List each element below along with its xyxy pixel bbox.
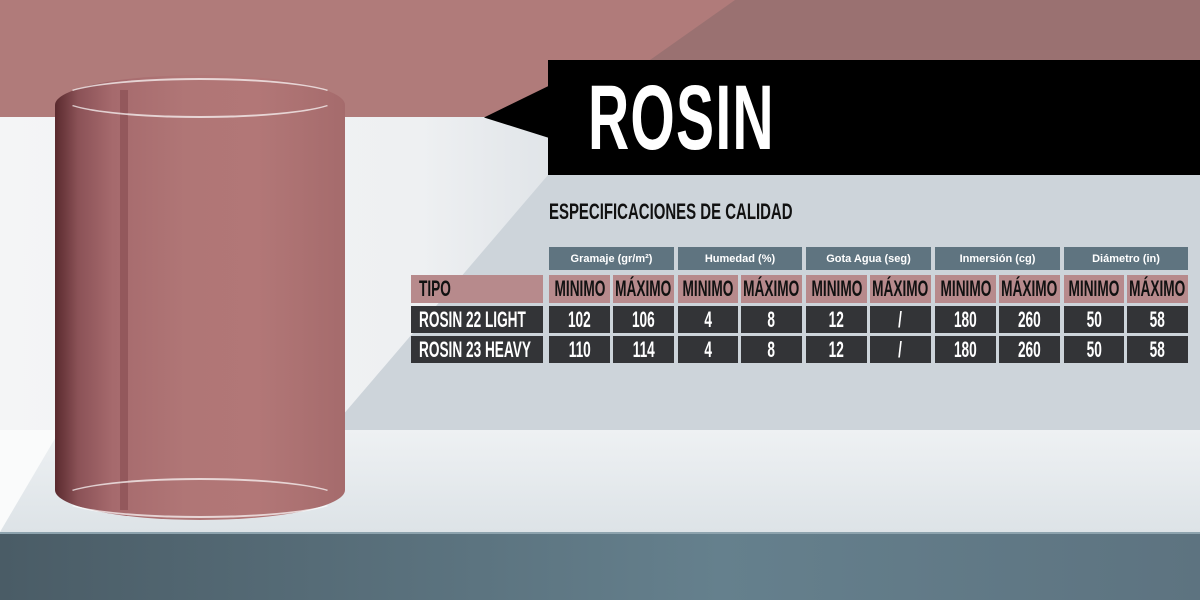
data-cell: 260 bbox=[999, 306, 1060, 333]
row-type-cell: ROSIN 23 HEAVY bbox=[411, 336, 543, 363]
data-cell: 8 bbox=[741, 306, 802, 333]
column-group-header: Gramaje (gr/m²) bbox=[549, 247, 674, 270]
data-cell-text: 58 bbox=[1149, 336, 1166, 362]
data-cell: / bbox=[870, 336, 931, 363]
data-cell-text: 50 bbox=[1086, 306, 1102, 332]
type-header-text: TIPO bbox=[419, 276, 451, 301]
type-header: TIPO bbox=[411, 275, 543, 303]
subheader-cell: MÁXIMO bbox=[999, 275, 1060, 303]
section-subtitle: ESPECIFICACIONES DE CALIDAD bbox=[549, 199, 793, 224]
column-group-header: Inmersión (cg) bbox=[935, 247, 1060, 270]
subheader-cell-text: MÁXIMO bbox=[1129, 276, 1186, 301]
data-cell-text: 50 bbox=[1086, 336, 1102, 362]
data-cell-text: 180 bbox=[954, 306, 977, 332]
page-title: ROSIN bbox=[588, 67, 775, 169]
data-cell-text: 102 bbox=[568, 306, 591, 332]
data-cell: 50 bbox=[1064, 336, 1124, 363]
subheader-cell-text: MINIMO bbox=[940, 276, 991, 301]
data-cell: 4 bbox=[678, 336, 738, 363]
data-cell-text: 110 bbox=[568, 336, 591, 362]
data-cell-text: 260 bbox=[1018, 336, 1041, 362]
row-type-cell: ROSIN 22 LIGHT bbox=[411, 306, 543, 333]
data-cell-text: 114 bbox=[632, 336, 655, 362]
data-cell: 102 bbox=[549, 306, 610, 333]
column-group-header-text: Diámetro (in) bbox=[1092, 252, 1160, 265]
column-group-header: Humedad (%) bbox=[678, 247, 802, 270]
data-cell-text: 4 bbox=[704, 306, 712, 332]
subheader-cell: MINIMO bbox=[678, 275, 738, 303]
title-banner bbox=[548, 60, 1200, 175]
data-cell: 114 bbox=[613, 336, 674, 363]
data-cell-text: 8 bbox=[767, 306, 776, 332]
data-cell-text: / bbox=[898, 306, 903, 332]
data-cell: 180 bbox=[935, 306, 996, 333]
row-type-cell-text: ROSIN 23 HEAVY bbox=[419, 336, 531, 362]
subheader-cell: MINIMO bbox=[1064, 275, 1124, 303]
data-cell: 260 bbox=[999, 336, 1060, 363]
data-cell: 12 bbox=[806, 336, 867, 363]
data-cell: 4 bbox=[678, 306, 738, 333]
subheader-cell-text: MÁXIMO bbox=[743, 276, 800, 301]
data-cell-text: / bbox=[898, 336, 903, 362]
data-cell-text: 58 bbox=[1149, 306, 1166, 332]
data-cell-text: 8 bbox=[767, 336, 776, 362]
subheader-cell-text: MINIMO bbox=[554, 276, 605, 301]
subheader-cell: MÁXIMO bbox=[1127, 275, 1188, 303]
data-cell-text: 4 bbox=[704, 336, 712, 362]
subheader-cell-text: MINIMO bbox=[1068, 276, 1120, 301]
data-cell: 58 bbox=[1127, 306, 1188, 333]
data-cell-text: 106 bbox=[632, 306, 655, 332]
data-cell-text: 12 bbox=[828, 306, 845, 332]
subheader-cell-text: MINIMO bbox=[811, 276, 862, 301]
column-group-header-text: Inmersión (cg) bbox=[959, 252, 1036, 265]
subheader-cell: MÁXIMO bbox=[870, 275, 931, 303]
data-cell: 106 bbox=[613, 306, 674, 333]
subheader-cell-text: MINIMO bbox=[682, 276, 734, 301]
data-cell-text: 260 bbox=[1018, 306, 1041, 332]
subheader-cell: MINIMO bbox=[549, 275, 610, 303]
subheader-cell: MINIMO bbox=[935, 275, 996, 303]
subheader-cell-text: MÁXIMO bbox=[1001, 276, 1058, 301]
column-group-header: Gota Agua (seg) bbox=[806, 247, 931, 270]
subheader-cell-text: MÁXIMO bbox=[615, 276, 672, 301]
data-cell-text: 180 bbox=[954, 336, 977, 362]
column-group-header-text: Gota Agua (seg) bbox=[826, 252, 911, 265]
data-cell: 8 bbox=[741, 336, 802, 363]
subheader-cell: MÁXIMO bbox=[613, 275, 674, 303]
data-cell: 12 bbox=[806, 306, 867, 333]
row-type-cell-text: ROSIN 22 LIGHT bbox=[419, 306, 526, 332]
column-group-header-text: Humedad (%) bbox=[704, 252, 776, 265]
data-cell: 110 bbox=[549, 336, 610, 363]
data-cell-text: 12 bbox=[828, 336, 845, 362]
subheader-cell: MINIMO bbox=[806, 275, 867, 303]
data-cell: 58 bbox=[1127, 336, 1188, 363]
subheader-cell-text: MÁXIMO bbox=[872, 276, 929, 301]
data-cell: 50 bbox=[1064, 306, 1124, 333]
subheader-cell: MÁXIMO bbox=[741, 275, 802, 303]
data-cell: 180 bbox=[935, 336, 996, 363]
column-group-header: Diámetro (in) bbox=[1064, 247, 1188, 270]
column-group-header-text: Gramaje (gr/m²) bbox=[570, 252, 653, 265]
data-cell: / bbox=[870, 306, 931, 333]
